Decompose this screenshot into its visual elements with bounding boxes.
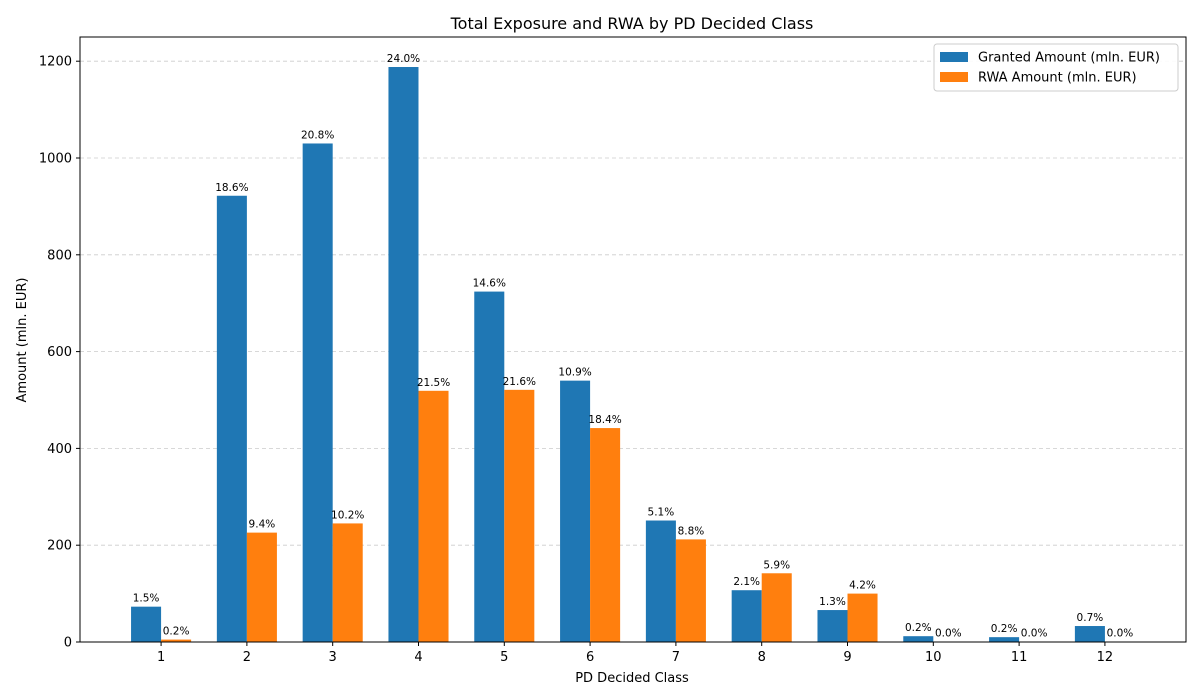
y-tick-label: 0 — [64, 636, 72, 651]
bar-rwa — [847, 593, 878, 642]
data-label: 20.8% — [301, 129, 334, 141]
legend-swatch — [940, 52, 968, 62]
x-tick-label: 7 — [672, 650, 680, 665]
data-label: 0.0% — [1021, 628, 1048, 640]
legend-box — [933, 43, 1179, 92]
bar-granted — [388, 67, 419, 643]
legend-label: Granted Amount (mln. EUR) — [978, 51, 1160, 66]
bar-granted — [216, 195, 247, 642]
x-tick-label: 9 — [843, 650, 851, 665]
data-label: 14.6% — [473, 278, 506, 290]
data-label: 0.0% — [935, 628, 962, 640]
data-label: 0.7% — [1077, 612, 1104, 624]
bar-rwa — [161, 639, 192, 642]
bar-rwa — [590, 428, 621, 642]
plot-frame — [79, 36, 1187, 643]
data-label: 5.9% — [763, 559, 790, 571]
bar-granted — [645, 520, 676, 642]
y-tick-label: 200 — [47, 539, 72, 554]
bar-granted — [903, 636, 934, 642]
x-tick-label: 10 — [925, 650, 942, 665]
data-label: 1.3% — [819, 596, 846, 608]
x-tick-label: 2 — [243, 650, 251, 665]
data-labels: 1.5% 18.6% 20.8% 24.0% 14.6% 10.9% 5.1% 2.1% 1.3… — [133, 53, 1134, 640]
y-tick-label: 600 — [47, 345, 72, 360]
x-axis: 1 2 3 4 5 6 7 8 9 10 11 12 — [157, 642, 1113, 665]
data-label: 1.5% — [133, 593, 160, 605]
y-tick-label: 800 — [47, 248, 72, 263]
data-label: 18.6% — [215, 182, 248, 194]
legend-label: RWA Amount (mln. EUR) — [978, 71, 1137, 86]
data-label: 8.8% — [678, 525, 705, 537]
bar-granted — [731, 590, 762, 642]
bar-rwa — [332, 523, 363, 642]
bar-granted — [474, 291, 505, 642]
bar-granted — [131, 606, 162, 642]
data-label: 0.0% — [1107, 628, 1134, 640]
legend-swatch — [940, 72, 968, 82]
bar-granted — [989, 637, 1020, 642]
y-tick-label: 1000 — [39, 152, 72, 167]
data-label: 0.2% — [163, 626, 190, 638]
y-axis-title: Amount (mln. EUR) — [15, 278, 30, 403]
data-label: 24.0% — [387, 53, 420, 65]
y-tick-label: 1200 — [39, 55, 72, 70]
x-tick-label: 12 — [1097, 650, 1114, 665]
bar-granted — [1074, 626, 1105, 642]
x-tick-label: 4 — [414, 650, 422, 665]
bar-rwa — [246, 532, 277, 642]
data-label: 21.5% — [417, 377, 450, 389]
x-tick-label: 5 — [500, 650, 508, 665]
bars — [131, 67, 1135, 643]
bar-granted — [817, 610, 848, 642]
data-label: 0.2% — [905, 622, 932, 634]
data-label: 0.2% — [991, 623, 1018, 635]
x-tick-label: 1 — [157, 650, 165, 665]
bar-rwa — [761, 573, 792, 642]
x-axis-title: PD Decided Class — [575, 671, 689, 686]
x-tick-label: 11 — [1011, 650, 1028, 665]
x-tick-label: 8 — [758, 650, 766, 665]
data-label: 21.6% — [503, 376, 536, 388]
y-axis: 0 200 400 600 800 1000 1200 — [39, 55, 80, 651]
data-label: 4.2% — [849, 580, 876, 592]
data-label: 18.4% — [588, 414, 621, 426]
data-label: 9.4% — [249, 519, 276, 531]
bar-granted — [302, 143, 333, 643]
data-label: 5.1% — [648, 507, 675, 519]
y-tick-label: 400 — [47, 442, 72, 457]
legend: Granted Amount (mln. EUR) RWA Amount (mln… — [933, 43, 1179, 92]
chart-title: Total Exposure and RWA by PD Decided Cla… — [450, 14, 814, 33]
data-label: 10.9% — [558, 367, 591, 379]
bar-granted — [560, 380, 591, 642]
bar-rwa — [675, 539, 706, 642]
data-label: 2.1% — [733, 576, 760, 588]
data-label: 10.2% — [331, 509, 364, 521]
bar-rwa — [418, 390, 449, 642]
x-tick-label: 6 — [586, 650, 594, 665]
x-tick-label: 3 — [329, 650, 337, 665]
bar-rwa — [504, 389, 535, 642]
